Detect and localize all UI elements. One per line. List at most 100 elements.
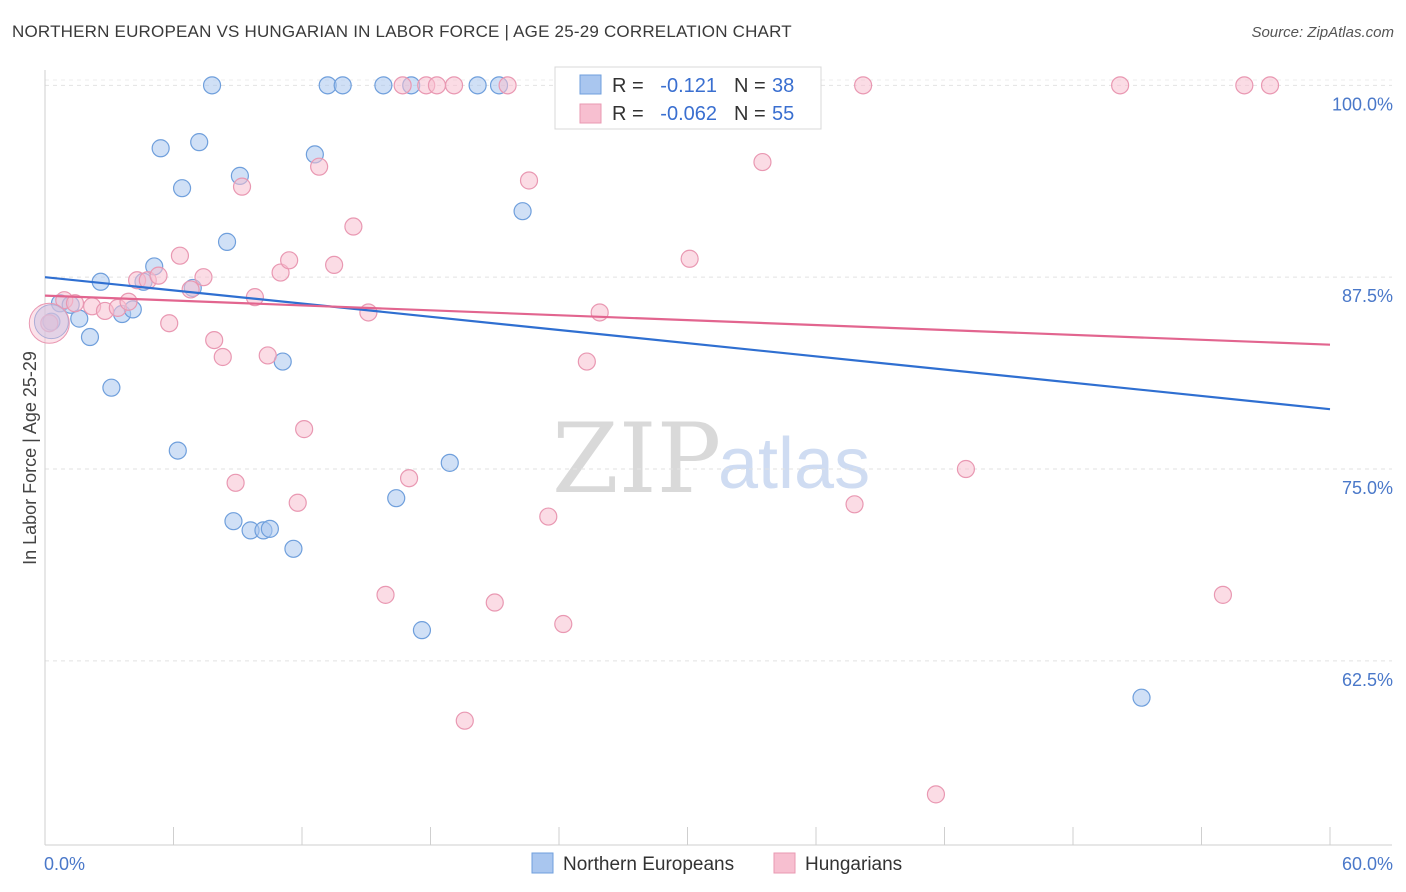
data-point-cluster (33, 304, 69, 340)
data-point (258, 346, 277, 365)
legend-n-value-1: 55 (772, 103, 794, 125)
data-point (590, 303, 609, 322)
data-point (956, 459, 976, 479)
x-tick-label-min: 0.0% (44, 854, 85, 874)
trend-lines (44, 276, 1331, 411)
data-point (280, 251, 299, 270)
legend-n-label-1: N = (734, 103, 766, 125)
data-point (80, 327, 100, 347)
legend-swatch-northern (579, 74, 602, 95)
data-point (325, 255, 344, 275)
data-point (288, 493, 307, 512)
data-point (519, 171, 539, 190)
data-point (1132, 688, 1151, 707)
data-point (455, 711, 474, 730)
data-point (1235, 76, 1254, 95)
chart-source: Source: ZipAtlas.com (1251, 24, 1394, 41)
data-point-cluster (28, 302, 70, 344)
data-point (440, 453, 459, 472)
data-point (284, 539, 303, 558)
data-point (217, 232, 237, 251)
data-point (554, 614, 573, 634)
data-point (498, 76, 517, 95)
data-point (151, 139, 170, 158)
series-label-hungarian: Hungarians (805, 854, 902, 875)
data-point (753, 152, 772, 172)
legend-r-value-0: -0.121 (660, 75, 717, 97)
data-point (854, 76, 873, 95)
data-point (513, 202, 532, 221)
watermark-atlas: atlas (718, 424, 870, 504)
data-point (485, 593, 504, 612)
data-point (260, 519, 279, 538)
correlation-legend: R = -0.121 N = 38 R = -0.062 N = 55 (554, 66, 822, 130)
legend-r-label-1: R = (612, 103, 644, 125)
y-axis-label: In Labor Force | Age 25-29 (20, 351, 40, 565)
chart-title: NORTHERN EUROPEAN VS HUNGARIAN IN LABOR … (12, 22, 792, 41)
data-point (232, 177, 252, 196)
series-legend: Northern Europeans Hungarians (531, 852, 902, 875)
data-point (333, 76, 352, 95)
data-point (224, 512, 243, 531)
data-point (65, 294, 85, 313)
legend-swatch-hungarian (579, 103, 602, 124)
data-point (205, 330, 224, 350)
data-point (1213, 585, 1233, 604)
data-point (1260, 76, 1280, 95)
series-swatch-hungarian (773, 852, 796, 874)
data-point (427, 76, 447, 95)
data-point (295, 420, 314, 439)
data-point (119, 292, 138, 311)
series-points-0 (42, 76, 1151, 707)
legend-n-value-0: 38 (772, 75, 794, 97)
watermark-zip: ZIP (552, 403, 721, 515)
data-point (168, 441, 187, 460)
data-point (181, 280, 200, 299)
trend-line-0 (44, 276, 1331, 411)
data-point (399, 469, 419, 488)
y-tick-label: 75.0% (1342, 478, 1393, 498)
data-point (387, 489, 406, 508)
data-point (359, 303, 378, 322)
data-point (170, 246, 190, 265)
data-point (577, 352, 596, 371)
y-tick-label: 87.5% (1342, 286, 1393, 306)
x-tick-label-max: 60.0% (1342, 854, 1393, 874)
data-point (468, 76, 487, 95)
y-tick-label: 62.5% (1342, 670, 1393, 690)
data-point (149, 266, 168, 285)
gridlines (45, 79, 1392, 662)
data-point (1111, 76, 1130, 95)
data-point (926, 785, 946, 804)
data-point (376, 585, 395, 604)
y-tick-label: 100.0% (1332, 94, 1393, 114)
data-point (374, 76, 393, 95)
data-point (539, 507, 558, 526)
series-label-northern: Northern Europeans (563, 854, 734, 875)
data-point (70, 309, 89, 328)
data-point (226, 473, 245, 492)
data-point (194, 268, 213, 287)
data-point (444, 76, 464, 95)
watermark: ZIP atlas (552, 403, 870, 515)
data-point (310, 157, 329, 176)
legend-r-label-0: R = (612, 75, 644, 97)
legend-r-value-1: -0.062 (660, 103, 717, 125)
data-point (680, 249, 699, 268)
data-point (202, 76, 222, 95)
data-point (102, 378, 121, 397)
data-point (344, 217, 363, 236)
data-point (845, 495, 864, 514)
series-swatch-northern (531, 852, 554, 874)
data-point (412, 621, 432, 640)
data-point (213, 347, 232, 367)
trend-line-1 (44, 294, 1331, 346)
axes: 100.0% 87.5% 75.0% 62.5% 0.0% 60.0% (44, 70, 1393, 874)
data-point (271, 263, 290, 282)
data-point (160, 314, 179, 333)
data-point (190, 133, 209, 152)
legend-n-label-0: N = (734, 75, 766, 97)
data-point (393, 76, 412, 95)
data-point (172, 179, 192, 198)
